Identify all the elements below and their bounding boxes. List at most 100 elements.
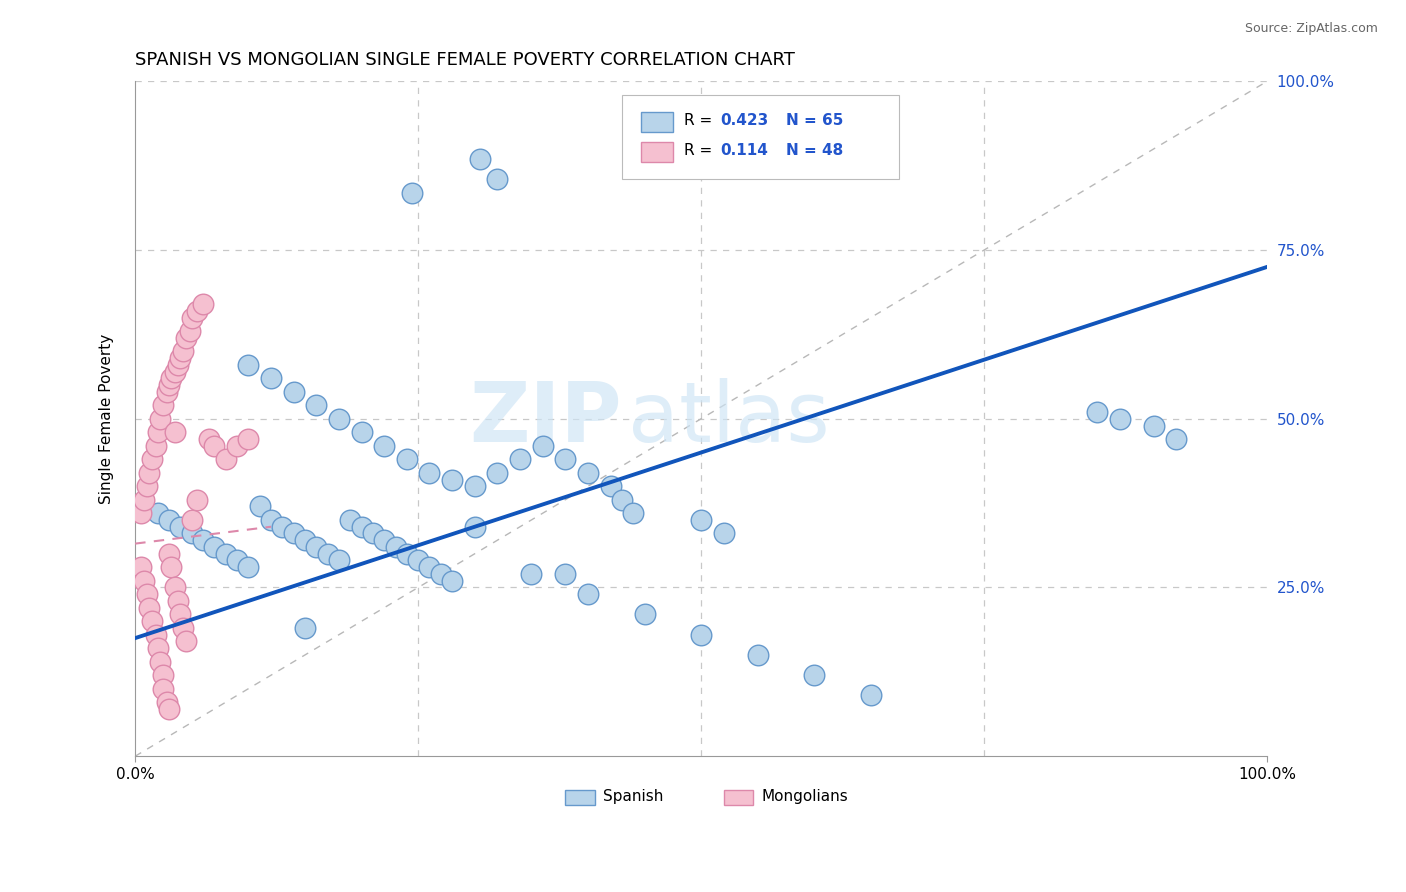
Point	[464, 479, 486, 493]
Point	[163, 425, 186, 440]
Bar	[641, 112, 673, 132]
Point	[690, 513, 713, 527]
Point	[149, 655, 172, 669]
Point	[690, 628, 713, 642]
Point	[135, 479, 157, 493]
Text: Mongolians: Mongolians	[761, 789, 848, 805]
Point	[328, 411, 350, 425]
Point	[305, 540, 328, 554]
Point	[174, 331, 197, 345]
Point	[238, 358, 260, 372]
Bar	[724, 790, 754, 805]
Point	[129, 560, 152, 574]
Point	[1166, 432, 1188, 446]
Point	[180, 526, 202, 541]
Point	[179, 324, 201, 338]
Point	[406, 553, 429, 567]
Point	[191, 297, 214, 311]
Point	[610, 492, 633, 507]
Point	[509, 452, 531, 467]
Point	[361, 526, 384, 541]
Point	[156, 384, 179, 399]
Point	[486, 172, 509, 186]
Text: 0.423: 0.423	[720, 113, 769, 128]
Text: atlas: atlas	[627, 378, 830, 459]
Point	[152, 398, 174, 412]
Text: R =: R =	[685, 113, 717, 128]
Point	[305, 398, 328, 412]
Point	[294, 621, 316, 635]
Point	[599, 479, 621, 493]
Point	[747, 648, 769, 662]
Point	[156, 695, 179, 709]
Point	[350, 520, 373, 534]
Point	[1085, 405, 1108, 419]
Point	[157, 513, 180, 527]
Point	[129, 506, 152, 520]
Point	[283, 384, 305, 399]
Point	[520, 566, 543, 581]
Bar	[565, 790, 595, 805]
Point	[283, 526, 305, 541]
Point	[167, 594, 190, 608]
Point	[260, 513, 283, 527]
Point	[470, 152, 492, 166]
Point	[146, 506, 169, 520]
Point	[134, 574, 156, 588]
Point	[172, 344, 194, 359]
Point	[163, 365, 186, 379]
Text: ZIP: ZIP	[470, 378, 621, 459]
Point	[350, 425, 373, 440]
Point	[803, 668, 825, 682]
Point	[157, 378, 180, 392]
Text: N = 65: N = 65	[786, 113, 844, 128]
Point	[226, 553, 249, 567]
Point	[186, 492, 208, 507]
Point	[373, 533, 395, 548]
Point	[339, 513, 361, 527]
Point	[204, 439, 226, 453]
Point	[204, 540, 226, 554]
Point	[328, 553, 350, 567]
Text: SPANISH VS MONGOLIAN SINGLE FEMALE POVERTY CORRELATION CHART: SPANISH VS MONGOLIAN SINGLE FEMALE POVER…	[135, 51, 794, 69]
Text: R =: R =	[685, 144, 717, 159]
Point	[418, 466, 440, 480]
Point	[430, 566, 453, 581]
Point	[464, 520, 486, 534]
Point	[138, 466, 160, 480]
Text: Source: ZipAtlas.com: Source: ZipAtlas.com	[1244, 22, 1378, 36]
Point	[169, 520, 191, 534]
Point	[152, 681, 174, 696]
Point	[486, 466, 509, 480]
Point	[145, 439, 167, 453]
Point	[157, 702, 180, 716]
Point	[859, 689, 882, 703]
Point	[152, 668, 174, 682]
Point	[186, 303, 208, 318]
Point	[441, 574, 464, 588]
Text: Spanish: Spanish	[603, 789, 664, 805]
Point	[180, 310, 202, 325]
Point	[713, 526, 735, 541]
Point	[576, 587, 599, 601]
Point	[316, 547, 339, 561]
Point	[554, 452, 576, 467]
Point	[441, 473, 464, 487]
Point	[146, 641, 169, 656]
Point	[294, 533, 316, 548]
Point	[1109, 411, 1132, 425]
Point	[160, 371, 183, 385]
Point	[633, 607, 655, 622]
Point	[145, 628, 167, 642]
Point	[197, 432, 219, 446]
Y-axis label: Single Female Poverty: Single Female Poverty	[100, 334, 114, 504]
Point	[167, 358, 190, 372]
Text: N = 48: N = 48	[786, 144, 844, 159]
Point	[1143, 418, 1166, 433]
Point	[215, 452, 238, 467]
Point	[271, 520, 294, 534]
Point	[146, 425, 169, 440]
Point	[373, 439, 395, 453]
Text: 0.114: 0.114	[720, 144, 768, 159]
Point	[576, 466, 599, 480]
